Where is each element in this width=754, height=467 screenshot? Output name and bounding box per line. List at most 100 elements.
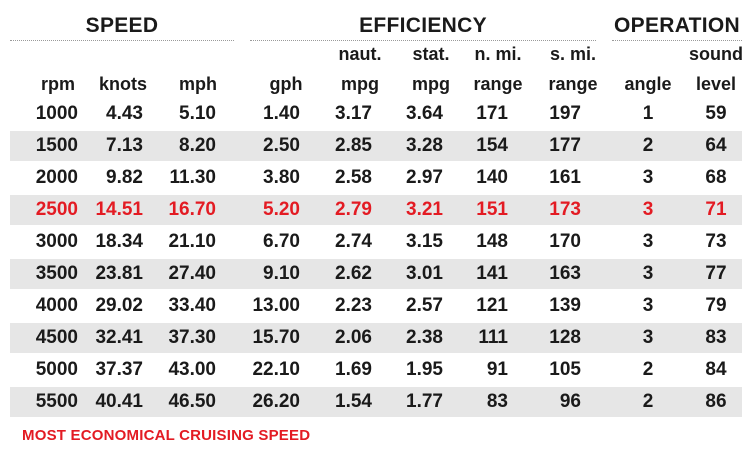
cell-angle: 2 xyxy=(642,391,654,412)
column-header-naut-mpg-line1: naut. xyxy=(338,44,382,64)
cell-gph: 9.10 xyxy=(263,263,300,284)
cell-angle: 3 xyxy=(642,327,654,348)
cell-mph: 11.30 xyxy=(169,167,217,188)
cell-knots: 4.43 xyxy=(106,103,143,124)
table-row: 5500 40.41 46.50 26.20 1.54 1.77 83 96 2 86 xyxy=(10,387,742,417)
cell-sound: 77 xyxy=(705,263,727,284)
cell-rpm: 5500 xyxy=(35,391,78,412)
cell-knots: 32.41 xyxy=(95,327,143,348)
column-header-n-range-line2: range xyxy=(473,74,523,94)
cell-angle: 3 xyxy=(642,295,654,316)
column-header-n-range-line1: n. mi. xyxy=(474,44,522,64)
cell-s-range: 161 xyxy=(549,167,581,188)
cell-s-range: 173 xyxy=(549,199,581,220)
cell-s-range: 163 xyxy=(549,263,581,284)
column-header-angle-line2: angle xyxy=(624,74,672,94)
cell-stat-mpg: 3.01 xyxy=(406,263,443,284)
cell-stat-mpg: 2.97 xyxy=(406,167,443,188)
cell-naut-mpg: 2.85 xyxy=(335,135,372,156)
cell-naut-mpg: 2.62 xyxy=(335,263,372,284)
group-rule-speed xyxy=(10,40,234,41)
cell-naut-mpg: 2.23 xyxy=(335,295,372,316)
cell-naut-mpg: 2.74 xyxy=(335,231,372,252)
footnote-most-economical: MOST ECONOMICAL CRUISING SPEED xyxy=(22,427,311,444)
cell-mph: 43.00 xyxy=(168,359,216,380)
cell-sound: 68 xyxy=(705,167,727,188)
column-header-s-range-line2: range xyxy=(548,74,598,94)
cell-stat-mpg: 2.38 xyxy=(406,327,443,348)
table-row: 4000 29.02 33.40 13.00 2.23 2.57 121 139 3 79 xyxy=(10,291,742,321)
cell-s-range: 128 xyxy=(549,327,581,348)
cell-angle: 2 xyxy=(642,359,654,380)
cell-mph: 33.40 xyxy=(168,295,216,316)
table-row: 5000 37.37 43.00 22.10 1.69 1.95 91 105 2 84 xyxy=(10,355,742,385)
cell-gph: 6.70 xyxy=(263,231,300,252)
cell-n-range: 154 xyxy=(476,135,508,156)
cell-gph: 3.80 xyxy=(263,167,300,188)
cell-gph: 2.50 xyxy=(263,135,300,156)
group-heading-operation: OPERATION xyxy=(614,14,740,37)
cell-mph: 46.50 xyxy=(168,391,216,412)
cell-knots: 14.51 xyxy=(95,199,143,220)
cell-stat-mpg: 3.21 xyxy=(406,199,443,220)
cell-n-range: 141 xyxy=(476,263,508,284)
cell-naut-mpg: 1.54 xyxy=(335,391,372,412)
cell-mph: 37.30 xyxy=(168,327,216,348)
cell-n-range: 83 xyxy=(486,391,508,412)
cell-mph: 16.70 xyxy=(168,199,216,220)
cell-rpm: 2000 xyxy=(35,167,78,188)
cell-rpm: 1000 xyxy=(35,103,78,124)
column-header-gph-line2: gph xyxy=(269,74,303,94)
cell-knots: 7.13 xyxy=(106,135,143,156)
cell-knots: 23.81 xyxy=(95,263,143,284)
cell-naut-mpg: 1.69 xyxy=(335,359,372,380)
cell-s-range: 139 xyxy=(549,295,581,316)
table-row: 4500 32.41 37.30 15.70 2.06 2.38 111 128 3 83 xyxy=(10,323,742,353)
cell-mph: 5.10 xyxy=(179,103,216,124)
cell-stat-mpg: 1.95 xyxy=(406,359,443,380)
cell-naut-mpg: 2.58 xyxy=(335,167,372,188)
cell-stat-mpg: 3.28 xyxy=(406,135,443,156)
group-rule-efficiency xyxy=(250,40,596,41)
cell-rpm: 2500 xyxy=(35,199,78,220)
column-header-naut-mpg-line2: mpg xyxy=(341,74,379,94)
cell-angle: 2 xyxy=(642,135,654,156)
cell-s-range: 170 xyxy=(549,231,581,252)
cell-gph: 5.20 xyxy=(263,199,300,220)
cell-gph: 26.20 xyxy=(252,391,300,412)
cell-gph: 13.00 xyxy=(252,295,300,316)
table-row: 3500 23.81 27.40 9.10 2.62 3.01 141 163 3 77 xyxy=(10,259,742,289)
cell-knots: 9.82 xyxy=(106,167,143,188)
cell-mph: 21.10 xyxy=(168,231,216,252)
cell-n-range: 91 xyxy=(486,359,508,380)
cell-stat-mpg: 2.57 xyxy=(406,295,443,316)
cell-s-range: 197 xyxy=(549,103,581,124)
cell-rpm: 4500 xyxy=(35,327,78,348)
cell-angle: 3 xyxy=(642,167,654,188)
table-row: 1500 7.13 8.20 2.50 2.85 3.28 154 177 2 64 xyxy=(10,131,742,161)
cell-s-range: 96 xyxy=(559,391,581,412)
cell-naut-mpg: 3.17 xyxy=(335,103,372,124)
column-header-knots-line2: knots xyxy=(98,74,147,94)
group-rule-operation xyxy=(612,40,742,41)
cell-n-range: 148 xyxy=(476,231,508,252)
cell-gph: 15.70 xyxy=(252,327,300,348)
cell-angle: 3 xyxy=(642,263,654,284)
cell-sound: 73 xyxy=(705,231,727,252)
cell-n-range: 111 xyxy=(478,327,508,348)
cell-rpm: 5000 xyxy=(35,359,78,380)
cell-naut-mpg: 2.06 xyxy=(335,327,372,348)
cell-angle: 1 xyxy=(642,103,654,124)
table-row: 2500 14.51 16.70 5.20 2.79 3.21 151 173 3 71 xyxy=(10,195,742,225)
cell-s-range: 105 xyxy=(549,359,581,380)
column-header-stat-mpg-line2: mpg xyxy=(412,74,450,94)
cell-naut-mpg: 2.79 xyxy=(335,199,372,220)
cell-sound: 79 xyxy=(705,295,727,316)
group-heading-efficiency: EFFICIENCY xyxy=(359,14,487,37)
cell-sound: 71 xyxy=(705,199,727,220)
cell-n-range: 140 xyxy=(476,167,508,188)
cell-stat-mpg: 3.64 xyxy=(406,103,443,124)
cell-rpm: 4000 xyxy=(35,295,78,316)
cell-knots: 40.41 xyxy=(95,391,143,412)
cell-rpm: 3500 xyxy=(35,263,78,284)
